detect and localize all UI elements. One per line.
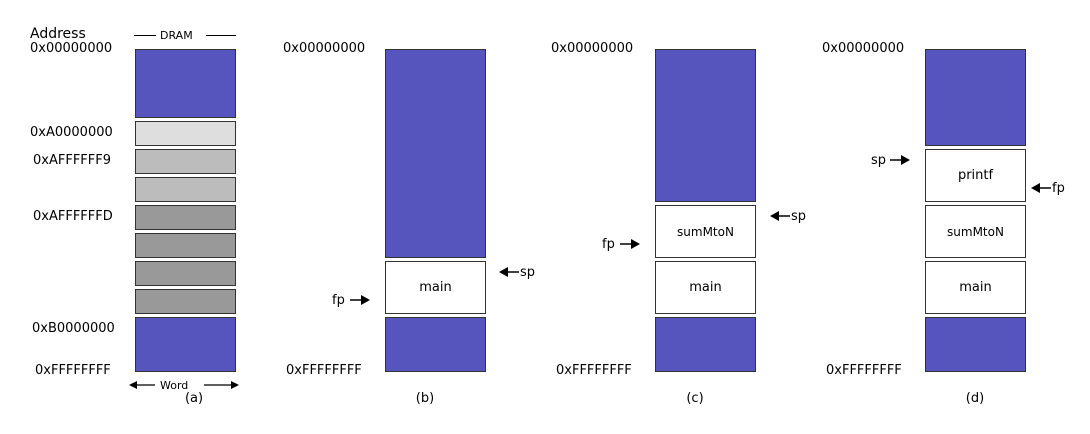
memory-region-bottom xyxy=(385,317,486,372)
stack-frame-main: main xyxy=(925,261,1026,314)
address-header: Address xyxy=(30,26,86,42)
dram-label: DRAM xyxy=(160,29,193,42)
sp-arrow-icon xyxy=(770,211,790,221)
memory-region-top xyxy=(925,49,1026,146)
memory-word xyxy=(135,177,236,202)
address-top: 0x00000000 xyxy=(283,41,366,56)
word-width-arrow xyxy=(129,381,239,389)
memory-region-bottom xyxy=(135,317,236,372)
address-0xA0000000: 0xA0000000 xyxy=(30,125,113,140)
memory-word xyxy=(135,149,236,174)
fp-label: fp xyxy=(602,237,615,252)
stack-frame-summtoN: sumMtoN xyxy=(925,205,1026,258)
sp-label: sp xyxy=(871,153,887,168)
stack-frame-main: main xyxy=(385,261,486,314)
stack-frame-summtoN: sumMtoN xyxy=(655,205,756,258)
memory-word xyxy=(135,261,236,286)
memory-region-top xyxy=(135,49,236,118)
sp-label: sp xyxy=(520,265,536,280)
address-top: 0x00000000 xyxy=(822,41,905,56)
word-label: Word xyxy=(160,379,189,392)
address-bottom: 0xFFFFFFFF xyxy=(556,363,632,378)
fp-arrow-icon xyxy=(620,239,640,249)
address-0xFFFFFFFF: 0xFFFFFFFF xyxy=(35,363,111,378)
sp-arrow-icon xyxy=(890,155,910,165)
sp-arrow-icon xyxy=(499,267,519,277)
address-0x00000000: 0x00000000 xyxy=(30,41,113,56)
address-bottom: 0xFFFFFFFF xyxy=(286,363,362,378)
memory-region-top xyxy=(385,49,486,258)
caption-a: (a) xyxy=(184,391,204,406)
memory-region-bottom xyxy=(655,317,756,372)
memory-word xyxy=(135,121,236,146)
address-0xAFFFFFF9: 0xAFFFFFF9 xyxy=(33,153,111,168)
address-bottom: 0xFFFFFFFF xyxy=(826,363,902,378)
stack-frame-printf: printf xyxy=(925,149,1026,202)
dram-header-rule xyxy=(134,35,236,36)
memory-region-top xyxy=(655,49,756,202)
address-0xAFFFFFFD: 0xAFFFFFFD xyxy=(33,209,113,224)
fp-arrow-icon xyxy=(1031,183,1051,193)
fp-label: fp xyxy=(332,293,345,308)
caption-b: (b) xyxy=(415,391,435,406)
caption-c: (c) xyxy=(686,391,704,406)
memory-word xyxy=(135,289,236,314)
address-top: 0x00000000 xyxy=(551,41,634,56)
fp-arrow-icon xyxy=(350,295,370,305)
caption-d: (d) xyxy=(965,391,985,406)
fp-label: fp xyxy=(1052,181,1065,196)
memory-word xyxy=(135,233,236,258)
stack-frame-main: main xyxy=(655,261,756,314)
sp-label: sp xyxy=(791,209,807,224)
address-0xB0000000: 0xB0000000 xyxy=(32,321,115,336)
memory-region-bottom xyxy=(925,317,1026,372)
memory-word xyxy=(135,205,236,230)
